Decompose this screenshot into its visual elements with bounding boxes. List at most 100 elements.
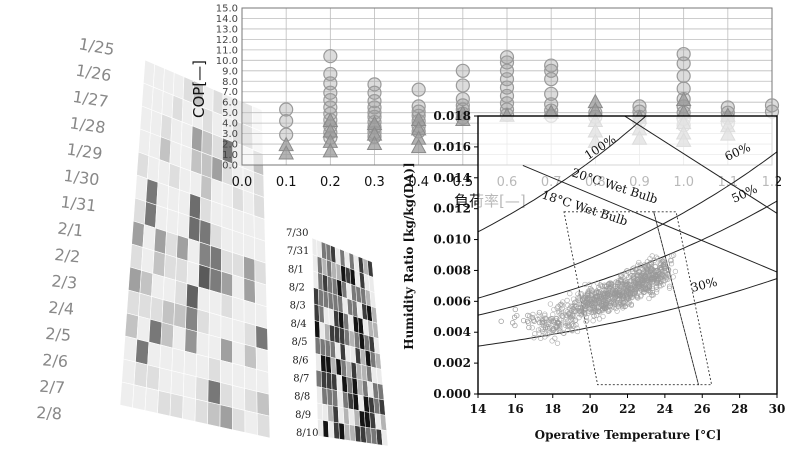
heatmap-cell (319, 321, 326, 340)
data-point (577, 305, 584, 311)
data-point (668, 257, 674, 264)
data-point (512, 306, 518, 313)
data-point (569, 321, 575, 327)
x-axis-label: Operative Temperature [°C] (535, 428, 722, 442)
heatmap-cell (153, 227, 167, 255)
y-tick-label: 15.0 (216, 4, 238, 15)
x-tick-label: 16 (507, 402, 524, 416)
data-point (544, 72, 559, 87)
heatmap-cell (320, 370, 328, 389)
heatmap-cell (176, 234, 189, 262)
heatmap-cell (133, 197, 147, 225)
data-point (666, 285, 673, 291)
heatmap-cell (220, 293, 233, 320)
data-point (600, 313, 606, 320)
y-tick-label: 0.018 (433, 109, 471, 123)
data-point (607, 307, 613, 313)
data-point (520, 317, 527, 324)
data-point (628, 291, 634, 297)
heatmap-cell (129, 243, 144, 271)
heatmap-cell (166, 208, 179, 236)
heatmap-cell (379, 414, 387, 431)
data-point (640, 289, 647, 295)
x-tick-label: 30 (769, 402, 786, 416)
data-point (658, 266, 664, 273)
heatmap-cell (381, 429, 389, 447)
heatmap-cell (254, 281, 268, 308)
data-point (540, 316, 546, 323)
date-label: 8/6 (292, 355, 308, 366)
data-point (676, 68, 691, 84)
data-point (650, 292, 657, 298)
heatmap-cell (148, 318, 163, 346)
heatmap-cell (142, 224, 156, 252)
y-tick-label: 4.0 (222, 119, 238, 130)
data-point (575, 291, 581, 297)
data-point (642, 272, 648, 278)
data-point (570, 296, 577, 302)
data-point (511, 314, 518, 320)
wet-bulb-line (522, 164, 777, 273)
data-point (525, 312, 531, 319)
data-point (666, 273, 673, 280)
plot-area (478, 116, 777, 394)
data-point (666, 283, 673, 289)
data-point (530, 311, 536, 318)
y-tick-label: 0.006 (433, 294, 471, 308)
heatmap-cell (136, 151, 150, 180)
heatmap-cell (131, 220, 145, 248)
data-point (641, 286, 647, 293)
heatmap-cell (244, 410, 258, 436)
heatmap-cell (201, 129, 213, 157)
data-point (599, 301, 605, 307)
data-point (595, 304, 602, 310)
january-heatmap (119, 59, 271, 439)
heatmap-cell (155, 204, 168, 232)
heatmap-cell (182, 373, 197, 400)
data-point (630, 274, 637, 280)
data-point (642, 277, 648, 284)
data-point (616, 277, 622, 284)
data-point (676, 56, 691, 71)
heatmap-cell (136, 315, 151, 343)
heatmap-cell (199, 196, 212, 224)
data-point (641, 268, 647, 274)
wet-bulb-line (623, 116, 777, 214)
data-point (607, 292, 613, 299)
data-point (575, 294, 581, 301)
y-tick-label: 0.016 (433, 140, 471, 154)
data-point (563, 308, 569, 314)
heatmap-cell (173, 302, 187, 330)
data-point (551, 306, 557, 313)
data-point (556, 310, 562, 316)
heatmap-cell (170, 117, 183, 145)
heatmap-cell (184, 328, 198, 355)
y-tick-label: 8.0 (222, 77, 238, 88)
heatmap-cell (152, 63, 165, 92)
heatmap-cell (200, 151, 213, 179)
data-point (670, 274, 676, 280)
data-point (499, 88, 515, 104)
heatmap-cell (194, 398, 209, 425)
data-point (584, 300, 590, 306)
psychrometric-chart: 0.000 0.002 0.004 0.006 0.008 0.010 0.012 0.014… (402, 109, 786, 442)
data-point (598, 302, 605, 309)
heatmap-cell (221, 226, 233, 253)
data-point (558, 328, 564, 335)
data-point (536, 309, 543, 316)
heatmap-cell (244, 343, 257, 370)
y-tick-label: 14.0 (216, 14, 238, 25)
data-point (582, 303, 589, 309)
heatmap-cell (138, 292, 152, 320)
data-point (591, 305, 598, 311)
data-point (574, 328, 581, 335)
heatmap-cell (179, 144, 192, 172)
data-point (565, 327, 571, 333)
heatmap-cell (232, 252, 245, 279)
data-point (499, 50, 515, 65)
heatmap-cell (151, 86, 164, 115)
y-tick-label: 3.0 (222, 129, 238, 140)
data-point (586, 308, 592, 315)
heatmap-cell (221, 204, 233, 231)
data-point (586, 288, 593, 294)
